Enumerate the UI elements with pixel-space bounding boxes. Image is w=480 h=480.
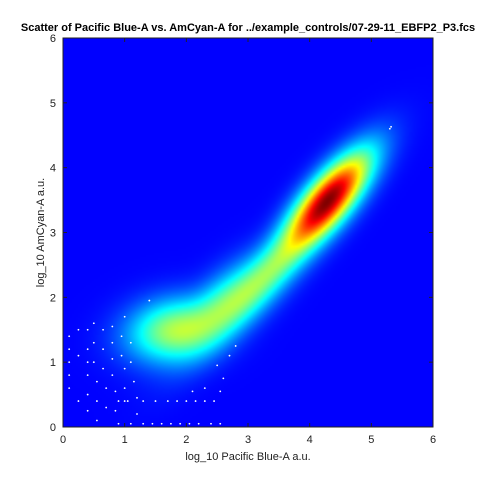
outlier-point xyxy=(194,400,197,402)
outlier-point xyxy=(111,341,114,344)
outlier-point xyxy=(191,390,194,393)
outlier-point xyxy=(197,422,200,425)
outlier-point xyxy=(102,348,104,351)
outlier-point xyxy=(86,409,89,412)
outlier-point xyxy=(136,396,138,399)
outlier-point xyxy=(151,422,154,425)
x-axis-label: log_10 Pacific Blue-A a.u. xyxy=(185,451,310,463)
outlier-point xyxy=(102,367,104,370)
outlier-point xyxy=(176,400,178,402)
outlier-point xyxy=(86,361,89,364)
outlier-point xyxy=(86,328,89,331)
outlier-point xyxy=(120,354,123,357)
outlier-point xyxy=(219,422,222,425)
outlier-point xyxy=(136,413,138,415)
outlier-point xyxy=(96,380,98,383)
outlier-point xyxy=(92,361,95,364)
outlier-point xyxy=(68,387,71,389)
outlier-point xyxy=(123,387,126,389)
x-tick-label: 6 xyxy=(430,434,436,446)
outlier-point xyxy=(133,380,135,383)
outlier-point xyxy=(129,361,132,364)
outlier-point xyxy=(117,422,120,425)
outlier-point xyxy=(129,341,132,344)
outlier-point xyxy=(123,400,126,402)
x-tick-label: 4 xyxy=(307,434,313,446)
outlier-point xyxy=(390,125,392,128)
outlier-point xyxy=(154,400,157,402)
outlier-point xyxy=(86,348,89,351)
y-tick-label: 0 xyxy=(50,422,56,434)
outlier-point xyxy=(160,422,163,425)
outlier-point xyxy=(96,400,98,402)
outlier-point xyxy=(216,364,219,367)
outlier-point xyxy=(222,377,225,380)
x-tick-label: 2 xyxy=(183,434,189,446)
chart-title: Scatter of Pacific Blue-A vs. AmCyan-A f… xyxy=(21,22,475,34)
outlier-point xyxy=(213,400,215,402)
x-axis-ticks: 0 1 2 3 4 5 6 xyxy=(60,38,436,446)
outlier-points xyxy=(68,125,392,425)
outlier-point xyxy=(111,325,114,328)
outlier-point xyxy=(203,400,206,402)
plot-area xyxy=(63,38,433,427)
y-axis-ticks: 0 1 2 3 4 5 6 xyxy=(50,33,433,434)
outlier-point xyxy=(77,354,80,357)
outlier-point xyxy=(129,422,132,425)
outlier-point xyxy=(102,328,104,331)
outlier-point xyxy=(388,127,391,130)
outlier-point xyxy=(219,390,222,393)
outlier-point xyxy=(234,345,237,347)
outlier-point xyxy=(185,400,188,402)
outlier-point xyxy=(68,348,71,351)
outlier-point xyxy=(142,422,145,425)
outlier-point xyxy=(148,299,151,302)
outlier-point xyxy=(166,400,169,402)
y-tick-label: 6 xyxy=(50,33,56,45)
outlier-point xyxy=(92,322,95,325)
outlier-point xyxy=(68,374,71,377)
outlier-point xyxy=(96,419,98,422)
outlier-point xyxy=(111,374,114,377)
outlier-point xyxy=(203,387,206,389)
outlier-point xyxy=(77,328,80,331)
density-heatmap xyxy=(63,38,433,427)
outlier-point xyxy=(170,422,172,425)
x-tick-label: 3 xyxy=(245,434,251,446)
y-tick-label: 2 xyxy=(50,292,56,304)
outlier-point xyxy=(114,409,117,412)
outlier-point xyxy=(179,422,182,425)
y-axis-label: log_10 AmCyan-A a.u. xyxy=(35,178,47,287)
outlier-point xyxy=(77,400,80,402)
x-tick-label: 0 xyxy=(60,434,66,446)
outlier-point xyxy=(105,387,108,389)
outlier-point xyxy=(126,400,129,402)
outlier-point xyxy=(117,400,120,402)
outlier-point xyxy=(188,422,191,425)
y-tick-label: 5 xyxy=(50,98,56,110)
y-tick-label: 3 xyxy=(50,228,56,240)
outlier-point xyxy=(114,390,117,393)
x-tick-label: 1 xyxy=(122,434,128,446)
outlier-point xyxy=(92,341,95,344)
outlier-point xyxy=(123,315,126,318)
outlier-point xyxy=(228,354,231,357)
outlier-point xyxy=(86,374,89,377)
outlier-point xyxy=(86,393,89,396)
outlier-point xyxy=(210,422,212,425)
outlier-point xyxy=(68,335,71,338)
x-tick-label: 5 xyxy=(368,434,374,446)
outlier-point xyxy=(68,361,71,364)
outlier-point xyxy=(105,406,108,409)
outlier-point xyxy=(111,358,114,360)
y-tick-label: 1 xyxy=(50,357,56,369)
outlier-point xyxy=(123,367,126,370)
y-tick-label: 4 xyxy=(50,163,56,175)
outlier-point xyxy=(120,335,123,338)
outlier-point xyxy=(142,400,145,402)
